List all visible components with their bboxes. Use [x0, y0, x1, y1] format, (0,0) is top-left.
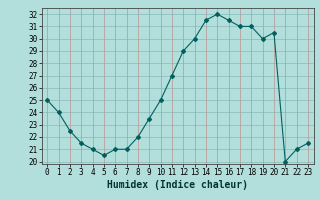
X-axis label: Humidex (Indice chaleur): Humidex (Indice chaleur): [107, 180, 248, 190]
